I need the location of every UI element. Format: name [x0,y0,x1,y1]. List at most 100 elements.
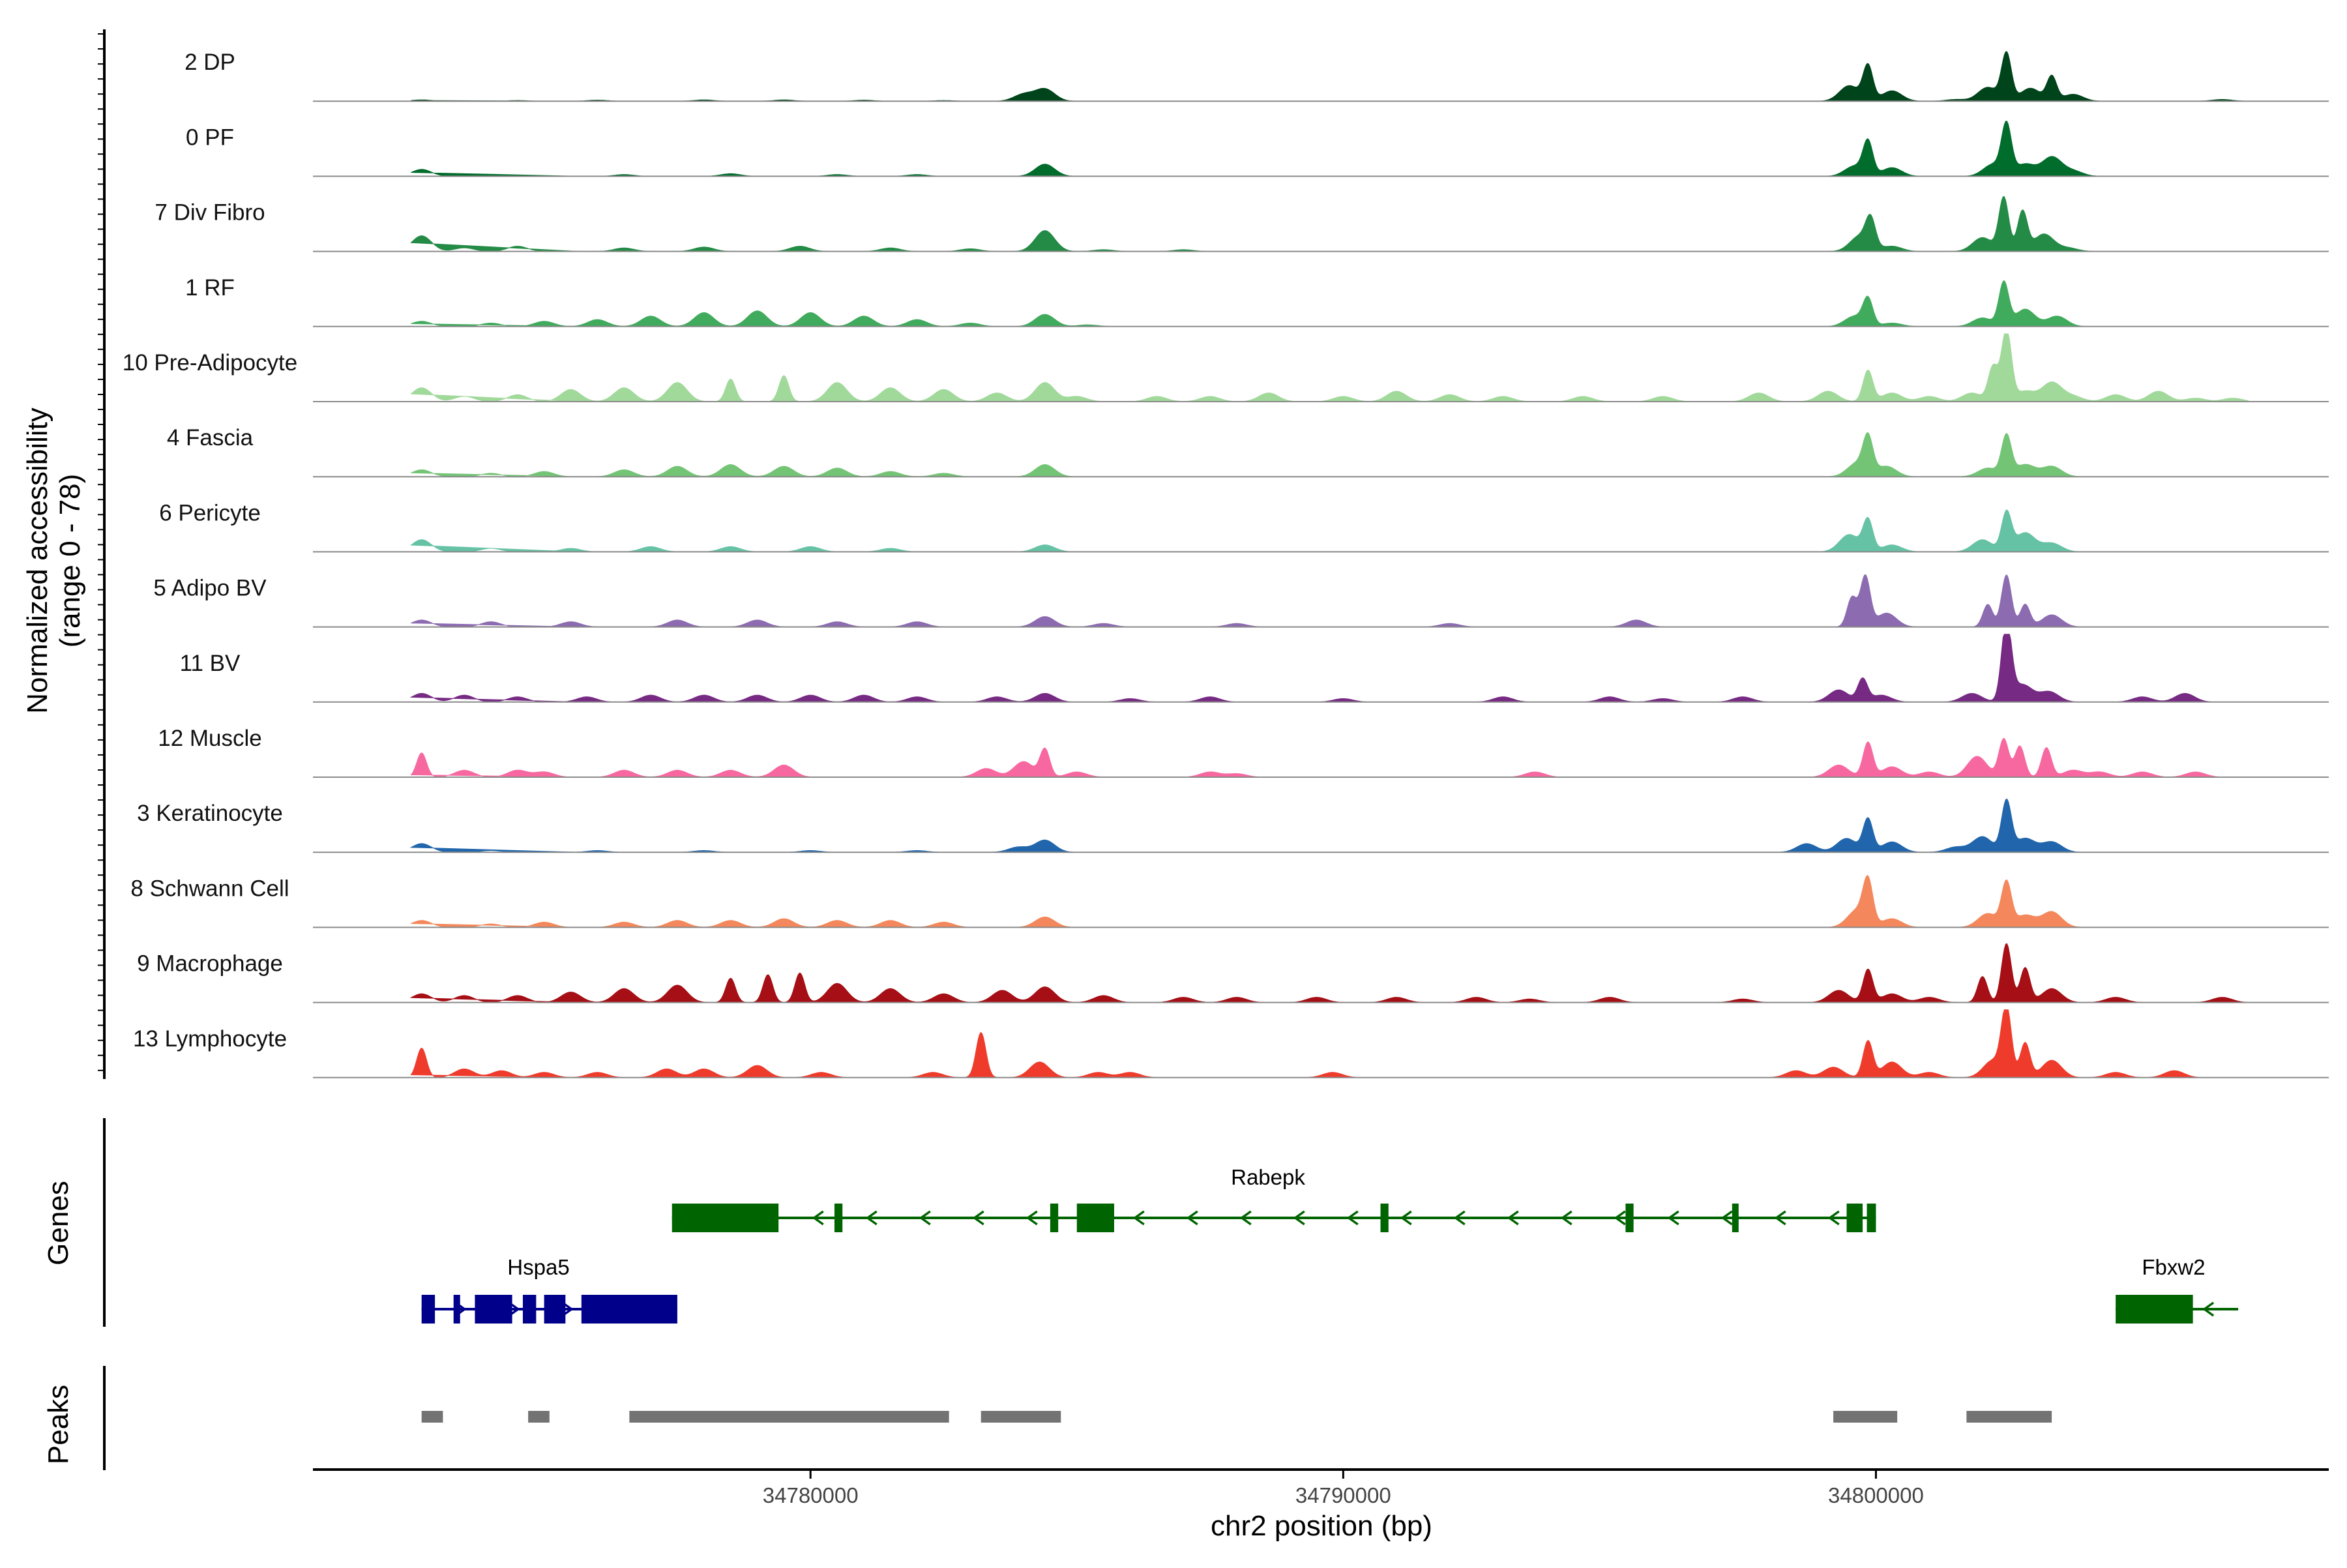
x-axis: 34780000 34790000 34800000 [313,1468,2329,1507]
coverage-area [410,196,2249,252]
peak-region [528,1411,550,1423]
strand-arrow [1667,1210,1679,1226]
strand-arrow [865,1210,878,1226]
track-label: 12 Muscle [158,726,262,751]
coverage-area [410,333,2250,402]
track-4: 1 RF [185,275,2329,327]
coverage-area [411,121,2249,177]
coverage-area [411,874,2249,928]
coverage-area [411,51,2249,102]
track-label: 11 BV [180,651,241,676]
gene-fbxw2: Fbxw2 [2116,1255,2239,1324]
gene-rabepk: Rabepk [672,1165,1876,1232]
track-label: 5 Adipo BV [153,576,267,601]
strand-arrow [812,1210,824,1226]
coverage-area [410,738,2249,778]
track-3: 7 Div Fibro [155,196,2329,252]
strand-arrow [1026,1210,1038,1226]
peak-region [421,1411,443,1423]
track-label: 10 Pre-Adipocyte [123,350,297,376]
gene-exon [1380,1204,1389,1232]
peak-region [1966,1411,2052,1423]
strand-arrow [1507,1210,1519,1226]
track-label: 6 Pericyte [159,500,261,525]
gene-label: Rabepk [1231,1165,1305,1189]
peak-region [1833,1411,1898,1423]
strand-arrow [1346,1210,1359,1226]
gene-exon [672,1204,779,1232]
peak-region [629,1411,949,1423]
track-label: 7 Div Fibro [155,200,265,226]
x-tick-label: 34790000 [1295,1483,1391,1507]
gene-exon [1625,1204,1634,1232]
gene-exon [453,1295,460,1324]
track-label: 8 Schwann Cell [130,876,289,901]
x-tick-label: 34800000 [1828,1483,1924,1507]
gene-exon [581,1295,677,1324]
y-axis-title-line-1: Normalized accessibility [22,407,53,713]
y-axis [98,29,106,1079]
coverage-area [409,798,2249,853]
strand-arrow [1186,1210,1198,1226]
gene-exon [522,1295,537,1324]
track-8: 5 Adipo BV [153,574,2329,628]
track-6: 4 Fascia [167,425,2329,478]
gene-exon [1050,1204,1059,1232]
track-11: 3 Keratinocyte [137,798,2329,853]
genes-panel-title: Genes [42,1181,74,1265]
gene-exon [1732,1204,1739,1232]
peaks-panel-title: Peaks [42,1385,74,1464]
track-label: 1 RF [185,275,235,301]
strand-arrow [561,1301,574,1317]
gene-exon [421,1295,435,1324]
x-tick-label: 34780000 [763,1483,859,1507]
x-axis-title: chr2 position (bp) [1211,1510,1432,1542]
strand-arrow [1827,1210,1840,1226]
strand-arrow [1453,1210,1466,1226]
strand-arrow [1560,1210,1572,1226]
track-1: 2 DP [185,50,2329,102]
track-label: 3 Keratinocyte [137,801,283,826]
track-label: 2 DP [185,50,235,75]
coverage-area [409,943,2249,1003]
strand-arrow [972,1210,984,1226]
coverage-area [409,634,2249,703]
strand-arrow [1720,1210,1733,1226]
strand-arrow [1774,1210,1786,1226]
strand-arrow [1400,1210,1412,1226]
gene-label: Fbxw2 [2142,1255,2205,1279]
y-axis-title-line-2: (range 0 - 78) [54,474,86,648]
gene-exon [834,1204,843,1232]
track-label: 4 Fascia [167,425,254,451]
gene-hspa5: Hspa5 [421,1255,677,1324]
track-5: 10 Pre-Adipocyte [123,333,2329,402]
track-label: 0 PF [186,125,234,150]
track-14: 13 Lymphocyte [133,1009,2329,1078]
coverage-tracks: 2 DP 0 PF 7 Div Fibro 1 RF 10 Pre-Adipocyte 4… [123,50,2329,1078]
genes-panel: Hspa5 Rabepk Fbxw2 [421,1165,2239,1324]
strand-arrow [1293,1210,1305,1226]
strand-arrow [1132,1210,1145,1226]
track-13: 9 Macrophage [137,943,2329,1003]
track-2: 0 PF [186,121,2329,177]
gene-exon [475,1295,512,1324]
gene-exon [1846,1204,1863,1232]
track-10: 12 Muscle [158,726,2329,778]
peaks-panel [421,1411,2052,1423]
strand-arrow [2202,1301,2215,1317]
strand-arrow [919,1210,931,1226]
track-9: 11 BV [180,634,2329,703]
coverage-area [411,574,2249,628]
coverage-area [411,432,2249,477]
gene-exon [1076,1204,1114,1232]
strand-arrow [1614,1210,1626,1226]
track-label: 9 Macrophage [137,951,283,977]
gene-label: Hspa5 [507,1255,569,1279]
peak-region [981,1411,1061,1423]
track-12: 8 Schwann Cell [130,874,2329,928]
coverage-area [411,280,2249,327]
track-7: 6 Pericyte [159,500,2329,553]
coverage-area [410,1009,2249,1078]
